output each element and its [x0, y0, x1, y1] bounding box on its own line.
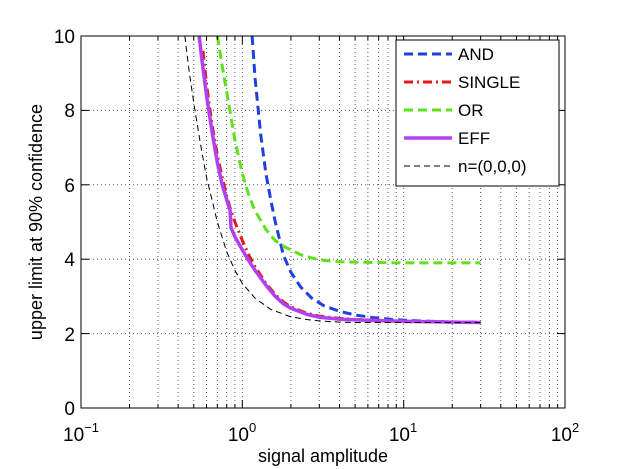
legend-label-and: AND [458, 45, 494, 64]
x-tick-label: 102 [551, 420, 579, 446]
plot-frame [80, 35, 566, 409]
y-tick-label: 8 [64, 101, 75, 122]
series-line-eff [197, 35, 481, 325]
legend-label-single: SINGLE [458, 73, 520, 92]
grid [81, 36, 565, 408]
y-axis-title: upper limit at 90% confidence [26, 104, 46, 340]
series-line-n000 [184, 35, 481, 323]
legend-box [395, 39, 560, 187]
y-tick-label: 6 [64, 176, 75, 197]
y-tick-label: 10 [54, 27, 75, 48]
y-tick-label: 4 [64, 250, 75, 271]
legend-label-eff: EFF [458, 129, 490, 148]
x-tick-label: 100 [228, 420, 256, 446]
x-tick-label: 101 [389, 420, 417, 446]
series-group [184, 35, 481, 325]
x-tick-label: 10−1 [63, 420, 99, 446]
legend-label-n000: n=(0,0,0) [458, 157, 527, 176]
x-axis-title: signal amplitude [258, 446, 388, 466]
y-tick-label: 0 [64, 399, 75, 420]
y-tick-label: 2 [64, 325, 75, 346]
legend-label-or: OR [458, 101, 484, 120]
series-line-or [215, 35, 481, 265]
legend: AND SINGLE OR EFF n=(0,0,0) [395, 39, 560, 187]
